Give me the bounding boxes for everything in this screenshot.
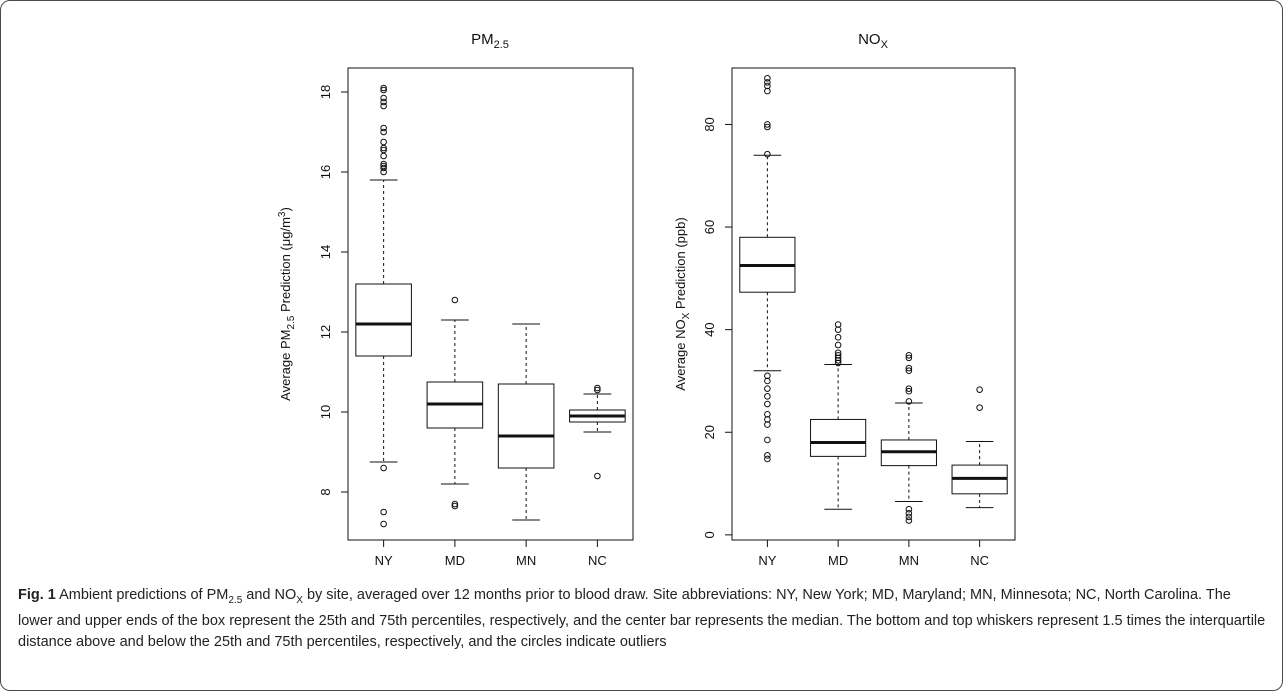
outlier-point: [976, 404, 983, 411]
outlier-point: [764, 79, 771, 86]
box-mn: [880, 352, 937, 524]
y-tick-label: 10: [318, 405, 333, 419]
outlier-point: [380, 98, 387, 106]
outlier-point: [905, 367, 913, 374]
y-tick-label: 20: [702, 425, 717, 439]
x-tick-label-nc: NC: [970, 553, 989, 568]
outlier-point: [834, 341, 842, 349]
box-md: [810, 321, 867, 510]
outlier-point: [380, 128, 387, 136]
x-tick-label-ny: NY: [758, 553, 776, 568]
outlier-point: [380, 464, 387, 472]
outlier-point: [905, 510, 913, 517]
outlier-point: [380, 164, 387, 172]
outlier-point: [834, 334, 842, 341]
outlier-point: [380, 138, 387, 146]
outlier-point: [764, 393, 771, 400]
y-tick-label: 18: [318, 85, 333, 99]
outlier-point: [594, 472, 601, 480]
panel-title: NOX: [858, 31, 889, 51]
outlier-point: [380, 508, 387, 516]
outlier-point: [764, 400, 771, 408]
outlier-point: [834, 352, 842, 359]
outlier-point: [764, 452, 771, 459]
outlier-point: [764, 455, 771, 463]
caption-subscript: X: [296, 594, 303, 606]
plot-frame: [347, 67, 634, 541]
x-tick-label-mn: MN: [899, 553, 919, 568]
x-tick-label-md: MD: [445, 553, 465, 568]
outlier-point: [905, 352, 913, 359]
y-axis-label: Average PM2.5 Prediction (μg/m3): [277, 207, 297, 401]
outlier-point: [764, 74, 771, 82]
outlier-point: [905, 398, 913, 405]
outlier-point: [380, 84, 387, 92]
box-mn: [497, 323, 555, 521]
outlier-point: [380, 520, 387, 528]
box-ny: [739, 74, 796, 463]
y-tick-label: 40: [702, 322, 717, 336]
outlier-point: [380, 146, 387, 154]
outlier-point: [380, 152, 387, 160]
outlier-point: [905, 517, 913, 524]
y-tick-label: 80: [702, 117, 717, 131]
outlier-point: [594, 386, 601, 394]
plot-frame: [731, 67, 1016, 541]
outlier-point: [905, 387, 913, 395]
panel-title: PM2.5: [471, 31, 509, 51]
outlier-point: [764, 411, 771, 418]
caption-subscript: 2.5: [228, 594, 243, 606]
outlier-point: [764, 121, 771, 128]
outlier-point: [380, 94, 387, 102]
outlier-point: [764, 150, 771, 158]
nox-panel: NOX 0 20 40 60 80 Average NOX Prediction (ppb)…: [673, 31, 1016, 568]
outlier-point: [380, 102, 387, 110]
outlier-point: [905, 505, 913, 513]
outlier-point: [764, 82, 771, 90]
outlier-point: [451, 500, 459, 508]
iqr-box: [497, 383, 555, 469]
caption-text: Ambient predictions of PM2.5 and NOX by …: [18, 587, 1266, 650]
outlier-point: [764, 123, 771, 131]
figure-label: Fig. 1: [18, 587, 56, 603]
y-tick-label: 8: [318, 488, 333, 495]
outlier-point: [905, 364, 913, 372]
x-tick-label-md: MD: [828, 553, 848, 568]
figure-caption: Fig. 1 Ambient predictions of PM2.5 and …: [18, 585, 1268, 652]
box-ny: [355, 84, 412, 528]
outlier-point: [594, 384, 601, 392]
pm25-panel: PM2.5 8 10 12 14 16 18 Average PM2.5 Prediction…: [277, 31, 634, 568]
outlier-point: [834, 321, 842, 328]
x-tick-label-nc: NC: [588, 553, 607, 568]
outlier-point: [764, 436, 771, 444]
outlier-point: [380, 124, 387, 132]
y-tick-label: 14: [318, 245, 333, 259]
iqr-box: [810, 418, 867, 457]
iqr-box: [355, 283, 412, 357]
y-tick-label: 12: [318, 325, 333, 339]
outlier-point: [764, 385, 771, 392]
outlier-point: [451, 296, 459, 304]
outlier-point: [380, 162, 387, 170]
outlier-point: [764, 372, 771, 380]
outlier-point: [451, 502, 459, 510]
y-tick-label: 60: [702, 220, 717, 234]
y-tick-label: 0: [702, 531, 717, 538]
x-tick-label-ny: NY: [375, 553, 393, 568]
outlier-point: [905, 513, 913, 521]
boxplot-figure: PM2.5 8 10 12 14 16 18 Average PM2.5 Prediction…: [277, 31, 1016, 568]
outlier-point: [380, 160, 387, 168]
outlier-point: [380, 86, 387, 94]
outlier-point: [976, 386, 983, 393]
x-tick-label-mn: MN: [516, 553, 536, 568]
outlier-point: [905, 354, 913, 362]
box-md: [426, 296, 484, 510]
y-axis-label: Average NOX Prediction (ppb): [673, 217, 692, 390]
outlier-point: [834, 349, 842, 357]
box-nc: [951, 386, 1008, 509]
y-tick-label: 16: [318, 165, 333, 179]
outlier-point: [905, 385, 913, 392]
box-nc: [569, 384, 626, 480]
